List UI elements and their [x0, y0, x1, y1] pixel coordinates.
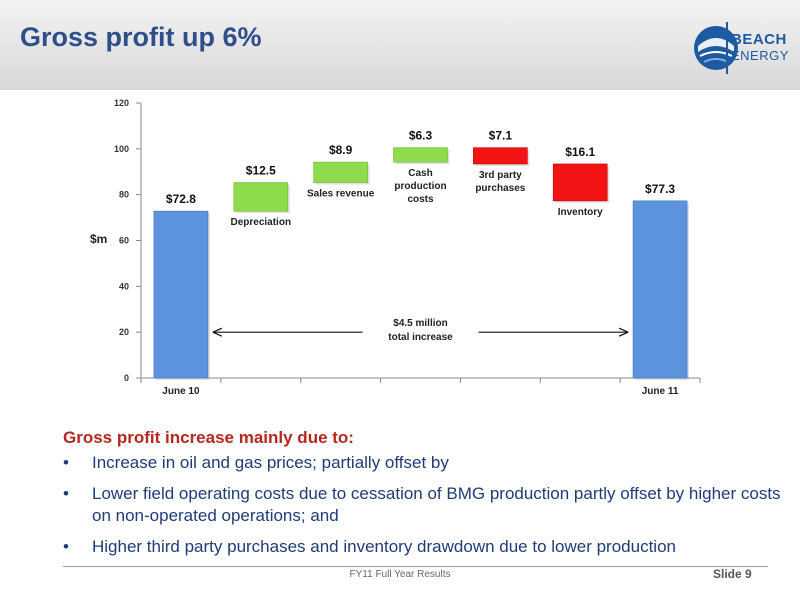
bar-june-11: [632, 200, 688, 379]
value-label: $8.9: [329, 143, 353, 157]
bar-depreciation: [233, 182, 289, 212]
value-label: $6.3: [409, 129, 433, 143]
bullet-text: Increase in oil and gas prices; partiall…: [92, 453, 449, 472]
value-label: $72.8: [166, 192, 196, 206]
bullet-item: • Increase in oil and gas prices; partial…: [63, 452, 783, 474]
bar-june-10: [153, 210, 209, 379]
chart-axes: 0 20 40 60 80 100 120 $m: [90, 98, 701, 383]
annotation-line1: $4.5 million: [393, 318, 447, 329]
category-label-line: costs: [407, 194, 434, 205]
waterfall-chart: 0 20 40 60 80 100 120 $m $72.8 June 10 $12.5 Depre…: [90, 98, 701, 397]
category-label: June 11: [642, 386, 679, 397]
bullet-dot: •: [63, 453, 69, 472]
footer-title: FY11 Full Year Results: [349, 569, 451, 580]
bullet-item: • Lower field operating costs due to cess…: [63, 483, 783, 527]
bar-sales-revenue: [313, 161, 368, 183]
value-label: $77.3: [645, 182, 675, 196]
bullet-text: Higher third party purchases and invento…: [92, 537, 676, 556]
chart-bars: [153, 147, 690, 380]
y-tick-label: 80: [119, 190, 129, 200]
y-axis-title: $m: [90, 232, 107, 246]
y-tick-label: 120: [114, 98, 129, 108]
bullet-item: • Higher third party purchases and invent…: [63, 536, 783, 558]
bar-inventory: [552, 163, 608, 202]
logo-text-energy: ENERGY: [731, 48, 789, 63]
slide-header: Gross profit up 6% BEACH ENERGY: [0, 0, 800, 90]
category-label-line: Sales revenue: [307, 189, 375, 200]
footer-divider: [63, 566, 768, 567]
bullet-dot: •: [63, 537, 69, 556]
category-label: Sales revenue: [307, 189, 375, 200]
bullet-list: • Increase in oil and gas prices; partial…: [63, 452, 783, 567]
category-label: June 10: [162, 386, 200, 397]
category-label: 3rd party purchases: [475, 170, 525, 194]
value-label: $7.1: [489, 129, 513, 143]
bullet-dot: •: [63, 484, 69, 503]
category-label-line: purchases: [475, 183, 525, 194]
bar-3rd-party-purchases: [473, 147, 528, 165]
value-label: $12.5: [246, 164, 276, 178]
arrow-left-head-icon: [212, 327, 223, 337]
y-tick-label: 100: [114, 144, 129, 154]
slide-title: Gross profit up 6%: [20, 22, 262, 52]
value-label: $16.1: [565, 145, 595, 159]
category-label-line: Cash: [408, 168, 432, 179]
y-tick-label: 20: [119, 327, 129, 337]
category-label-line: production: [394, 181, 446, 192]
category-label-line: Inventory: [558, 207, 603, 218]
category-label: Inventory: [558, 207, 603, 218]
y-tick-label: 0: [124, 373, 129, 383]
logo-text-beach: BEACH: [731, 31, 787, 48]
beach-energy-logo-icon: [694, 22, 738, 74]
chart-annotation: $4.5 million total increase: [212, 318, 629, 343]
arrow-right-head-icon: [618, 327, 629, 337]
chart-labels: $72.8 June 10 $12.5 Depreciation $8.9 Sales r…: [162, 129, 679, 397]
category-label-line: Depreciation: [230, 217, 291, 228]
category-label: Cash production costs: [394, 168, 446, 205]
bar-cash-production-costs: [393, 147, 448, 163]
slide-number: Slide 9: [713, 567, 752, 581]
category-label: Depreciation: [230, 217, 291, 228]
y-tick-label: 40: [119, 281, 129, 291]
annotation-line2: total increase: [388, 332, 453, 343]
y-tick-label: 60: [119, 236, 129, 246]
category-label-line: 3rd party: [479, 170, 522, 181]
body-subheading: Gross profit increase mainly due to:: [63, 428, 354, 447]
bullet-text: Lower field operating costs due to cessa…: [92, 484, 781, 525]
